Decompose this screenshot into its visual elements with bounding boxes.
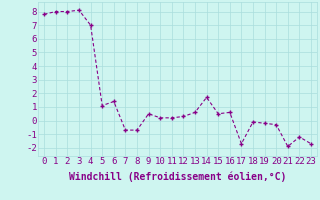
X-axis label: Windchill (Refroidissement éolien,°C): Windchill (Refroidissement éolien,°C)	[69, 172, 286, 182]
